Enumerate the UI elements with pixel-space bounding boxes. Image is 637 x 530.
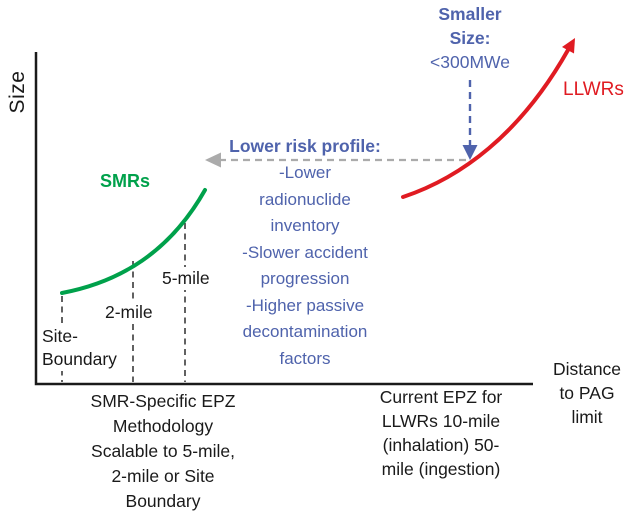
risk-profile-line: -Higher passive xyxy=(245,295,365,315)
risk-profile-line: -Slower accident xyxy=(242,242,368,262)
risk-profile-line: radionuclide xyxy=(259,189,351,209)
lower-risk-arrowhead-icon xyxy=(205,152,221,168)
axes-lines xyxy=(34,52,533,386)
lower-risk-profile-note: Lower risk profile: -Lower radionuclide … xyxy=(210,134,400,372)
smr-note-line: Scalable to 5-mile, xyxy=(91,441,235,461)
five-mile-label: 5-mile xyxy=(160,267,212,290)
smr-curve xyxy=(60,188,207,295)
llwr-curve xyxy=(401,48,570,199)
site-boundary-label-line: Site- xyxy=(42,326,78,346)
smaller-size-note: Smaller Size: <300MWe xyxy=(408,2,532,74)
smaller-size-note-line: Size: xyxy=(449,28,491,48)
x-axis-label-line: Distance xyxy=(552,359,622,379)
smaller-size-note-line: <300MWe xyxy=(430,52,510,72)
risk-profile-line: inventory xyxy=(270,216,340,235)
lower-risk-profile-lines: -Lower radionuclide inventory -Slower ac… xyxy=(210,160,400,372)
smaller-size-note-line: Smaller xyxy=(438,4,502,24)
x-axis-label: Distance to PAG limit xyxy=(538,357,636,429)
smaller-size-arrowhead-icon xyxy=(462,145,478,160)
llwr-note-line: (inhalation) 50- xyxy=(382,435,500,455)
llwr-note-line: Current EPZ for xyxy=(379,387,503,407)
smr-note-line: 2-mile or Site xyxy=(111,466,215,486)
site-boundary-label-line: Boundary xyxy=(42,349,117,369)
risk-profile-line: decontamination xyxy=(242,322,368,341)
smr-epz-methodology-note: SMR-Specific EPZ Methodology Scalable to… xyxy=(60,389,266,514)
llwr-curve-label: LLWRs xyxy=(563,79,624,100)
x-axis-label-line: limit xyxy=(571,407,603,427)
llwr-note-line: mile (ingestion) xyxy=(381,459,501,479)
risk-profile-line: -Lower xyxy=(279,163,331,182)
smr-curve-label: SMRs xyxy=(100,171,151,191)
site-boundary-label: Site- Boundary xyxy=(40,325,119,371)
y-axis-label: Size xyxy=(6,70,29,114)
lower-risk-profile-title: Lower risk profile: xyxy=(229,136,381,156)
current-epz-llwr-note: Current EPZ for LLWRs 10-mile (inhalatio… xyxy=(345,385,537,481)
risk-profile-line: factors xyxy=(279,348,331,368)
x-axis-label-line: to PAG xyxy=(559,383,615,403)
llwr-curve-arrowhead-icon xyxy=(562,38,575,54)
smr-note-line: Boundary xyxy=(125,491,201,511)
llwr-note-line: LLWRs 10-mile xyxy=(381,411,501,431)
two-mile-label: 2-mile xyxy=(103,301,155,324)
smr-note-line: SMR-Specific EPZ xyxy=(90,391,236,411)
smr-note-line: Methodology xyxy=(112,416,214,436)
risk-profile-line: progression xyxy=(260,269,350,288)
